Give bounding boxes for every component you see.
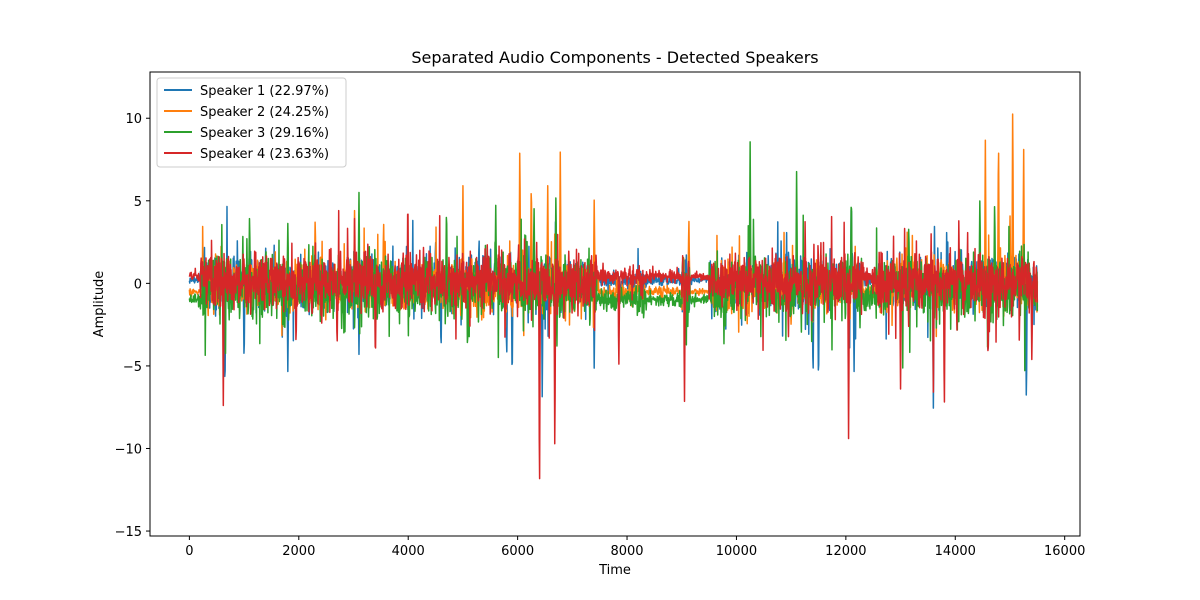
plot-frame — [149, 71, 1081, 537]
x-tick-label: 2000 — [282, 544, 315, 559]
x-tick-label: 16000 — [1044, 544, 1085, 559]
legend-label-speaker-1: Speaker 1 (22.97%) — [200, 84, 329, 99]
legend-label-speaker-2: Speaker 2 (24.25%) — [200, 105, 329, 120]
x-tick-label: 14000 — [935, 544, 976, 559]
x-tick-label: 6000 — [501, 544, 534, 559]
x-axis-label: Time — [598, 563, 631, 578]
y-axis: −15 −10 −5 0 5 10 — [115, 112, 150, 540]
y-tick-label: 0 — [134, 277, 142, 292]
y-tick-label: −15 — [115, 525, 142, 540]
legend-frame — [156, 77, 347, 168]
series-group — [188, 113, 1039, 480]
x-tick-label: 10000 — [716, 544, 757, 559]
y-tick-label: 10 — [125, 112, 142, 127]
x-tick-label: 4000 — [392, 544, 425, 559]
legend-label-speaker-3: Speaker 3 (29.16%) — [200, 126, 329, 141]
y-tick-label: 5 — [134, 195, 142, 210]
y-tick-label: −5 — [123, 360, 142, 375]
x-tick-label: 12000 — [825, 544, 866, 559]
x-axis: 0 2000 4000 6000 8000 10000 12000 14000 16000 — [185, 536, 1085, 559]
legend: Speaker 1 (22.97%) Speaker 2 (24.25%) Sp… — [156, 77, 347, 168]
y-axis-label: Amplitude — [92, 271, 107, 338]
x-tick-label: 0 — [185, 544, 193, 559]
chart-title: Separated Audio Components - Detected Sp… — [411, 48, 818, 67]
legend-label-speaker-4: Speaker 4 (23.63%) — [200, 147, 329, 162]
series-line-speaker-4 — [188, 209, 1039, 480]
x-tick-label: 8000 — [610, 544, 643, 559]
y-tick-label: −10 — [115, 442, 142, 457]
